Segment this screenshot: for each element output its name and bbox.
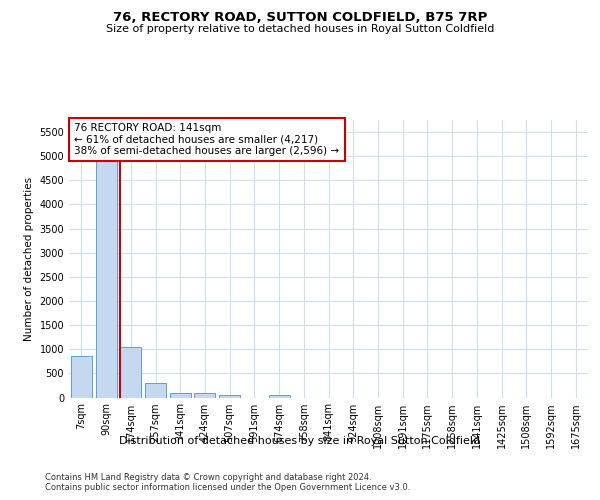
Text: Distribution of detached houses by size in Royal Sutton Coldfield: Distribution of detached houses by size … xyxy=(119,436,481,446)
Bar xyxy=(194,393,215,398)
Bar xyxy=(269,395,290,398)
Bar xyxy=(95,132,116,398)
Bar xyxy=(170,393,191,398)
Bar xyxy=(219,395,240,398)
Text: 76, RECTORY ROAD, SUTTON COLDFIELD, B75 7RP: 76, RECTORY ROAD, SUTTON COLDFIELD, B75 … xyxy=(113,11,487,24)
Text: 76 RECTORY ROAD: 141sqm
← 61% of detached houses are smaller (4,217)
38% of semi: 76 RECTORY ROAD: 141sqm ← 61% of detache… xyxy=(74,123,340,156)
Text: Size of property relative to detached houses in Royal Sutton Coldfield: Size of property relative to detached ho… xyxy=(106,24,494,34)
Bar xyxy=(145,384,166,398)
Text: Contains public sector information licensed under the Open Government Licence v3: Contains public sector information licen… xyxy=(45,484,410,492)
Bar xyxy=(120,347,141,398)
Y-axis label: Number of detached properties: Number of detached properties xyxy=(24,176,34,341)
Bar xyxy=(71,356,92,398)
Text: Contains HM Land Registry data © Crown copyright and database right 2024.: Contains HM Land Registry data © Crown c… xyxy=(45,474,371,482)
